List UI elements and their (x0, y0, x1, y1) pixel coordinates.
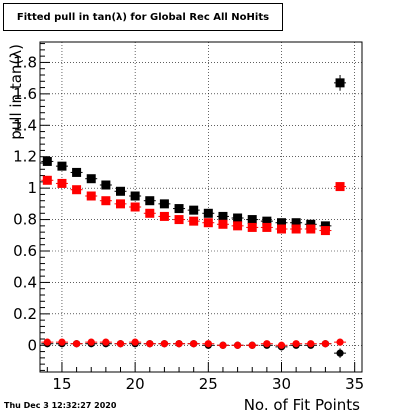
data-point-circle (219, 341, 227, 349)
data-point-square (262, 216, 272, 226)
data-point-circle (204, 340, 212, 348)
data-point-square (247, 222, 257, 232)
data-point-circle (263, 340, 271, 348)
data-point-circle (58, 338, 66, 346)
y-tick-label: 0.8 (13, 211, 37, 229)
data-point-square (203, 218, 213, 228)
data-point-square (86, 191, 96, 201)
y-axis-title: pull in tan(λ) (7, 44, 25, 140)
data-point-square (130, 202, 140, 212)
data-point-circle (292, 340, 300, 348)
data-point-circle (307, 340, 315, 348)
data-point-square (57, 178, 67, 188)
data-point-square (72, 185, 82, 195)
chart-title: Fitted pull in tan(λ) for Global Rec All… (3, 3, 283, 31)
data-point-square (72, 167, 82, 177)
x-tick-label: 25 (199, 375, 218, 393)
data-point-square (233, 221, 243, 231)
data-point-square (218, 219, 228, 229)
data-point-square (335, 182, 345, 192)
data-point-square (247, 215, 257, 225)
x-axis-title: No. of Fit Points (244, 396, 360, 414)
x-tick-label: 35 (345, 375, 364, 393)
data-point-circle (72, 340, 81, 348)
data-point-circle (336, 349, 344, 357)
data-point-square (291, 224, 301, 234)
x-tick-label: 15 (52, 375, 71, 393)
data-point-square (101, 196, 111, 206)
data-point-square (42, 156, 52, 166)
data-point-square (116, 186, 125, 196)
data-point-circle (175, 340, 183, 348)
data-point-circle (131, 338, 139, 346)
data-point-square (174, 215, 184, 225)
data-point-square (145, 208, 155, 218)
data-point-square (145, 196, 155, 206)
x-tick-label: 20 (126, 375, 145, 393)
y-tick-label: 0 (27, 336, 37, 354)
x-tick-label: 30 (272, 375, 291, 393)
y-tick-label: 1.6 (13, 85, 37, 103)
data-point-square (320, 221, 330, 231)
data-point-square (159, 211, 169, 221)
data-point-square (335, 78, 345, 88)
data-point-square (174, 204, 184, 214)
data-point-circle (190, 340, 198, 348)
data-point-square (189, 205, 199, 215)
data-point-circle (146, 340, 154, 348)
y-tick-label: 1.2 (13, 148, 37, 166)
data-point-square (233, 213, 243, 223)
data-point-square (277, 224, 286, 234)
data-point-circle (116, 340, 125, 348)
data-point-square (86, 174, 96, 184)
y-tick-label: 1.8 (13, 53, 37, 71)
y-tick-label: 1 (27, 179, 37, 197)
data-point-square (159, 199, 169, 209)
data-point-square (218, 211, 228, 221)
data-point-circle (87, 338, 95, 346)
data-point-circle (336, 338, 344, 346)
data-point-square (189, 216, 199, 226)
data-point-circle (160, 340, 169, 348)
y-tick-label: 1.4 (13, 116, 37, 134)
data-point-square (116, 199, 125, 209)
data-point-square (291, 218, 301, 228)
data-point-circle (233, 341, 242, 349)
data-point-square (306, 224, 316, 234)
y-tick-label: 0.2 (13, 305, 37, 323)
datestamp: Thu Dec 3 12:32:27 2020 (4, 401, 117, 410)
data-point-circle (43, 338, 51, 346)
data-point-square (262, 222, 272, 232)
data-point-square (203, 208, 213, 218)
data-point-square (57, 161, 67, 171)
data-point-square (130, 191, 140, 201)
plot-frame (39, 41, 363, 373)
data-point-square (277, 218, 286, 228)
data-point-circle (277, 341, 286, 349)
data-point-square (101, 180, 111, 190)
data-point-circle (321, 340, 330, 348)
data-point-square (42, 175, 52, 185)
data-point-circle (248, 341, 256, 349)
data-point-square (306, 219, 316, 229)
data-point-circle (102, 338, 110, 346)
y-tick-label: 0.6 (13, 242, 37, 260)
y-tick-label: 0.4 (13, 273, 37, 291)
data-point-square (320, 226, 330, 236)
